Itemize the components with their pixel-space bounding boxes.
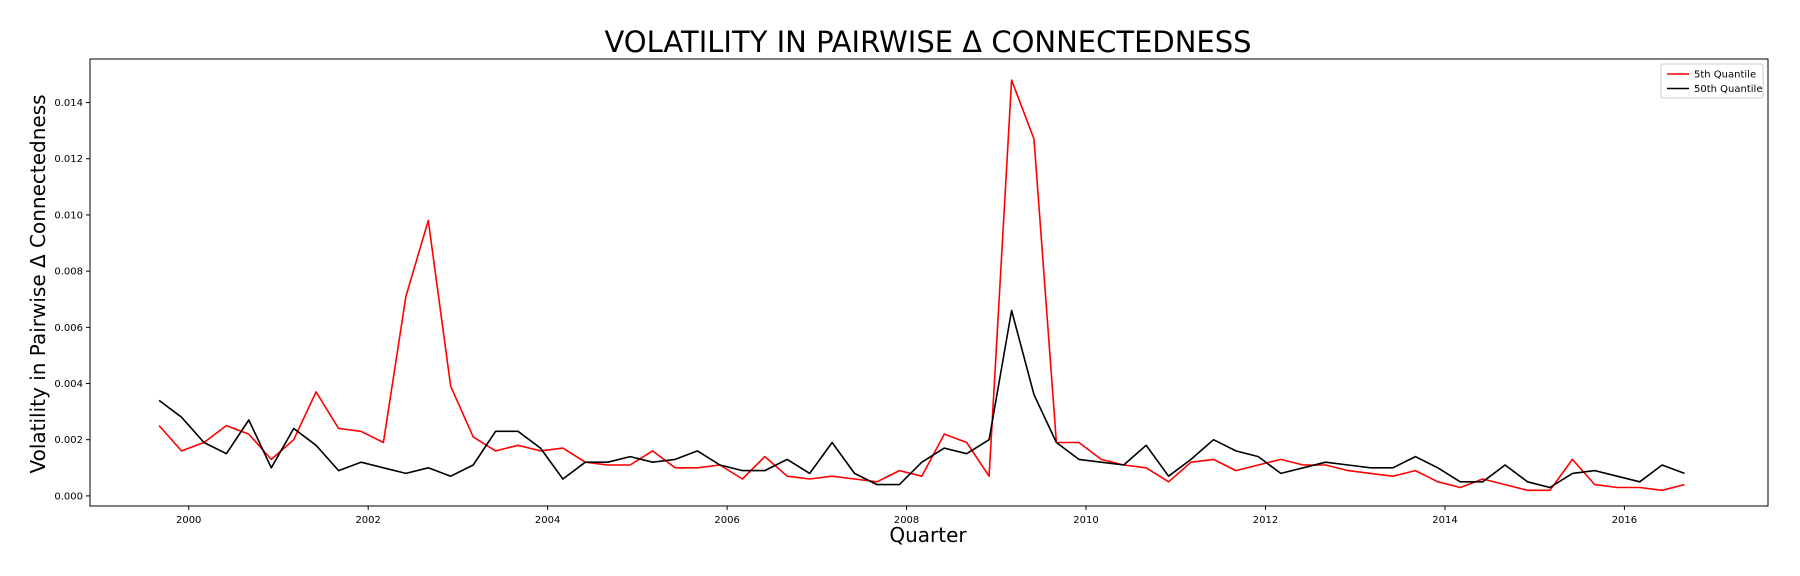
legend-label: 5th Quantile	[1694, 70, 1756, 81]
x-axis: 2000 2002 2004 2006 2008 2010 2012 2014 2016	[176, 506, 1637, 526]
y-tick-label: 0.002	[54, 435, 83, 446]
y-tick-label: 0.008	[54, 267, 83, 278]
x-tick-label: 2004	[535, 515, 560, 526]
y-tick-label: 0.006	[54, 323, 83, 334]
series-line-50th-quantile	[158, 309, 1685, 489]
x-tick-label: 2008	[894, 515, 919, 526]
x-tick-label: 2010	[1073, 515, 1098, 526]
x-tick-label: 2012	[1253, 515, 1278, 526]
y-tick-label: 0.010	[54, 210, 83, 221]
series-line-5th-quantile	[158, 79, 1685, 492]
plot-area	[158, 79, 1685, 492]
legend-label: 50th Quantile	[1694, 84, 1762, 95]
x-tick-label: 2002	[355, 515, 380, 526]
chart-title: VOLATILITY IN PAIRWISE Δ CONNECTEDNESS	[604, 25, 1251, 59]
plot-frame	[89, 58, 1769, 507]
y-axis: 0.000 0.002 0.004 0.006 0.008 0.010 0.012 0.014	[54, 98, 90, 502]
x-tick-label: 2006	[714, 515, 739, 526]
y-axis-title: Volatility in Pairwise Δ Connectedness	[26, 94, 50, 473]
x-tick-label: 2014	[1432, 515, 1457, 526]
x-axis-title: Quarter	[889, 523, 967, 547]
legend: 5th Quantile 50th Quantile	[1660, 63, 1764, 99]
y-tick-label: 0.012	[54, 154, 83, 165]
x-tick-label: 2016	[1612, 515, 1637, 526]
legend-box	[1660, 63, 1764, 99]
y-tick-label: 0.014	[54, 98, 83, 109]
y-tick-label: 0.004	[54, 379, 83, 390]
x-tick-label: 2000	[176, 515, 201, 526]
y-tick-label: 0.000	[54, 491, 83, 502]
